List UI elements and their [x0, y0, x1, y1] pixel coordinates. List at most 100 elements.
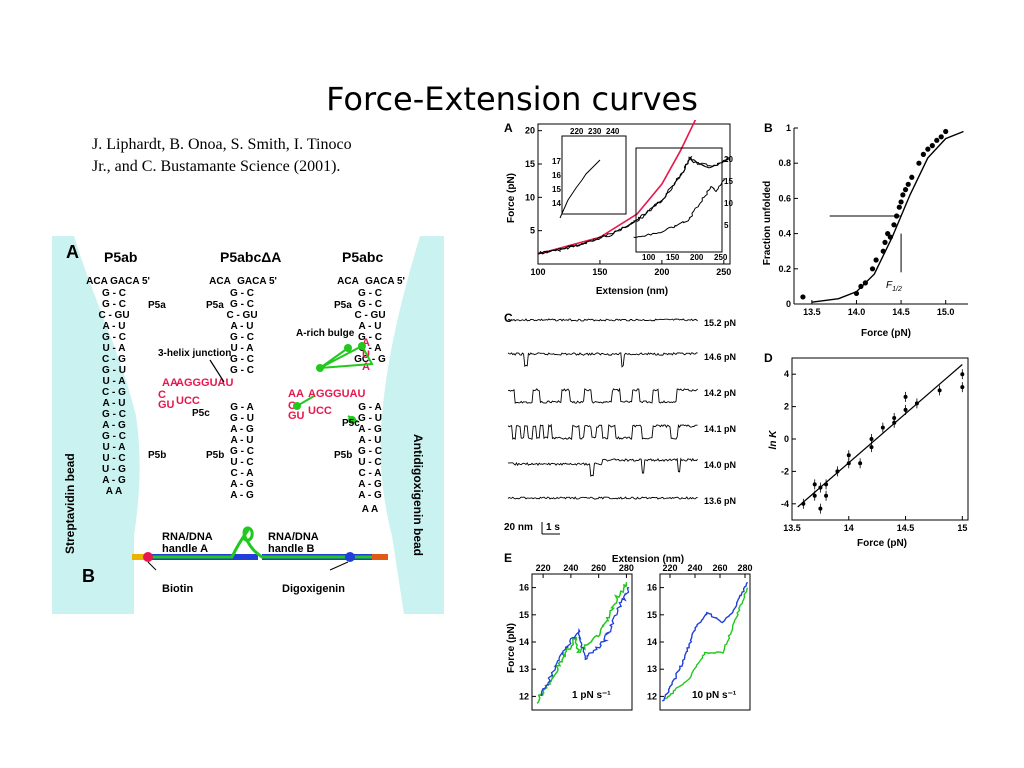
- svg-text:G - C: G - C: [102, 332, 126, 343]
- panel-e-y-tick-label: 14: [647, 637, 657, 647]
- svg-text:G - C: G - C: [102, 288, 126, 299]
- axis-label-y-e: Force (pN): [506, 623, 517, 673]
- label-p5c-1: P5c: [192, 408, 210, 419]
- digoxigenin-end: [372, 554, 388, 560]
- panel-e-x-tick-label: 260: [712, 563, 727, 573]
- panel-a-y-tick-label: 10: [525, 192, 535, 202]
- label-digoxigenin: Digoxigenin: [282, 583, 345, 595]
- svg-text:C: C: [158, 389, 166, 401]
- svg-text:UCC: UCC: [308, 405, 332, 417]
- inset-y-tick-label: 15: [552, 185, 561, 194]
- inset-x-tick-label: 230: [588, 127, 602, 136]
- svg-text:A - G: A - G: [358, 424, 382, 435]
- refold-trace: [540, 586, 630, 697]
- refold-trace: [664, 587, 749, 700]
- trace-force-label: 14.1 pN: [704, 424, 736, 434]
- data-point: [858, 283, 864, 289]
- svg-text:C: C: [288, 400, 296, 412]
- panel-a-y-tick-label: 15: [525, 159, 535, 169]
- chart-panel-d: D 13.5 14 14.5 15 -4 -2 0 2 4 Force (pN) ln K: [764, 351, 969, 549]
- svg-text:UCC: UCC: [176, 395, 200, 407]
- svg-text:A - U: A - U: [231, 435, 254, 446]
- panel-e-y-tick-label: 12: [647, 691, 657, 701]
- svg-text:G - C: G - C: [358, 332, 382, 343]
- chart-panel-b: B 13.5 14.0 14.5 15.0 0 0.2 0.4 0.6 0.8 1 Force (…: [762, 121, 968, 339]
- panel-b-x-tick-label: 14.0: [848, 307, 866, 317]
- data-point: [916, 160, 922, 166]
- panel-a-x-tick-label: 150: [592, 267, 607, 277]
- svg-text:G - C: G - C: [230, 446, 254, 457]
- data-point: [896, 204, 902, 210]
- label-streptavidin-bead: Streptavidin bead: [63, 453, 77, 554]
- data-point: [869, 266, 876, 272]
- offset-y-tick-label: 20: [724, 155, 733, 164]
- svg-text:ACA: ACA: [86, 276, 108, 287]
- panel-b-y-tick-label: 0.4: [778, 229, 791, 239]
- data-point: [943, 128, 949, 135]
- axis-label-x-b: Force (pN): [861, 328, 911, 339]
- svg-text:A - U: A - U: [359, 321, 382, 332]
- svg-text:G - U: G - U: [230, 413, 254, 424]
- svg-text:G - C: G - C: [230, 332, 254, 343]
- stem-p5abc: ACA GACA 5' G - CG - CC - GU A - UG - CU …: [337, 276, 405, 515]
- label-handle-a-line1: RNA/DNA: [162, 531, 213, 543]
- offset-y-tick-label: 5: [724, 221, 729, 230]
- force-clamp-trace: [507, 423, 698, 441]
- rate-label-right: 10 pN s⁻¹: [692, 690, 737, 701]
- svg-text:G - C: G - C: [102, 299, 126, 310]
- trace-force-label: 13.6 pN: [704, 496, 736, 506]
- svg-text:A - U: A - U: [103, 398, 126, 409]
- axis-label-y-b: Fraction unfolded: [762, 181, 773, 265]
- svg-text:ACA: ACA: [337, 276, 359, 287]
- biotin-arrow: [147, 561, 157, 571]
- panel-d-y-tick-label: -4: [781, 499, 789, 509]
- a-rich-dots: [293, 342, 366, 424]
- linear-fit: [797, 364, 963, 508]
- force-clamp-trace: [507, 352, 698, 368]
- slide-title: Force-Extension curves: [326, 80, 698, 118]
- svg-text:AGGGUAU: AGGGUAU: [176, 377, 234, 389]
- panel-a-y-tick-label: 20: [525, 126, 535, 136]
- svg-text:U - A: U - A: [103, 442, 126, 453]
- trace-force-label: 14.6 pN: [704, 352, 736, 362]
- svg-text:GACA 5': GACA 5': [365, 276, 405, 287]
- offset-y-tick-label: 10: [724, 199, 733, 208]
- data-point: [905, 181, 911, 187]
- data-point: [880, 248, 886, 254]
- data-point: [887, 234, 893, 240]
- svg-text:AA: AA: [288, 388, 304, 400]
- chart-panel-e: E Extension (nm) 220 240 260 280 12 13 14 15 16 2…: [504, 551, 753, 711]
- offset-x-tick-label: 250: [714, 253, 728, 262]
- inset-y-tick-label: 16: [552, 171, 561, 180]
- citation-line-2: Jr., and C. Bustamante Science (2001).: [92, 158, 341, 175]
- panel-d-x-tick-label: 15: [957, 523, 967, 533]
- construct-label-p5abc: P5abc: [342, 249, 383, 265]
- data-point: [800, 294, 806, 300]
- svg-text:G - A: G - A: [358, 402, 382, 413]
- data-point: [909, 174, 915, 180]
- panel-e-y-tick-label: 13: [647, 664, 657, 674]
- data-point: [862, 280, 868, 286]
- sigmoid-fit: [811, 130, 964, 303]
- biotin-end: [132, 554, 148, 560]
- svg-text:G - C: G - C: [230, 354, 254, 365]
- annotation-a-rich: A-rich bulge: [296, 328, 355, 339]
- data-point: [853, 290, 860, 297]
- svg-text:A - G: A - G: [102, 420, 126, 431]
- svg-text:GU: GU: [288, 410, 305, 422]
- data-point: [873, 257, 879, 263]
- svg-text:A - G: A - G: [230, 479, 254, 490]
- label-p5b-2: P5b: [206, 450, 224, 461]
- label-biotin: Biotin: [162, 583, 193, 595]
- antidigoxigenin-bead: [380, 236, 444, 614]
- svg-text:G - U: G - U: [358, 413, 382, 424]
- svg-text:A - U: A - U: [103, 321, 126, 332]
- svg-text:U - G: U - G: [102, 464, 126, 475]
- label-handle-b-line1: RNA/DNA: [268, 531, 319, 543]
- panel-b-y-tick-label: 0: [786, 299, 791, 309]
- panel-e-y-tick-label: 13: [519, 664, 529, 674]
- axis-label-y-a: Force (pN): [506, 173, 517, 223]
- unfold-trace: [536, 582, 628, 704]
- panel-d-y-tick-label: -2: [781, 466, 789, 476]
